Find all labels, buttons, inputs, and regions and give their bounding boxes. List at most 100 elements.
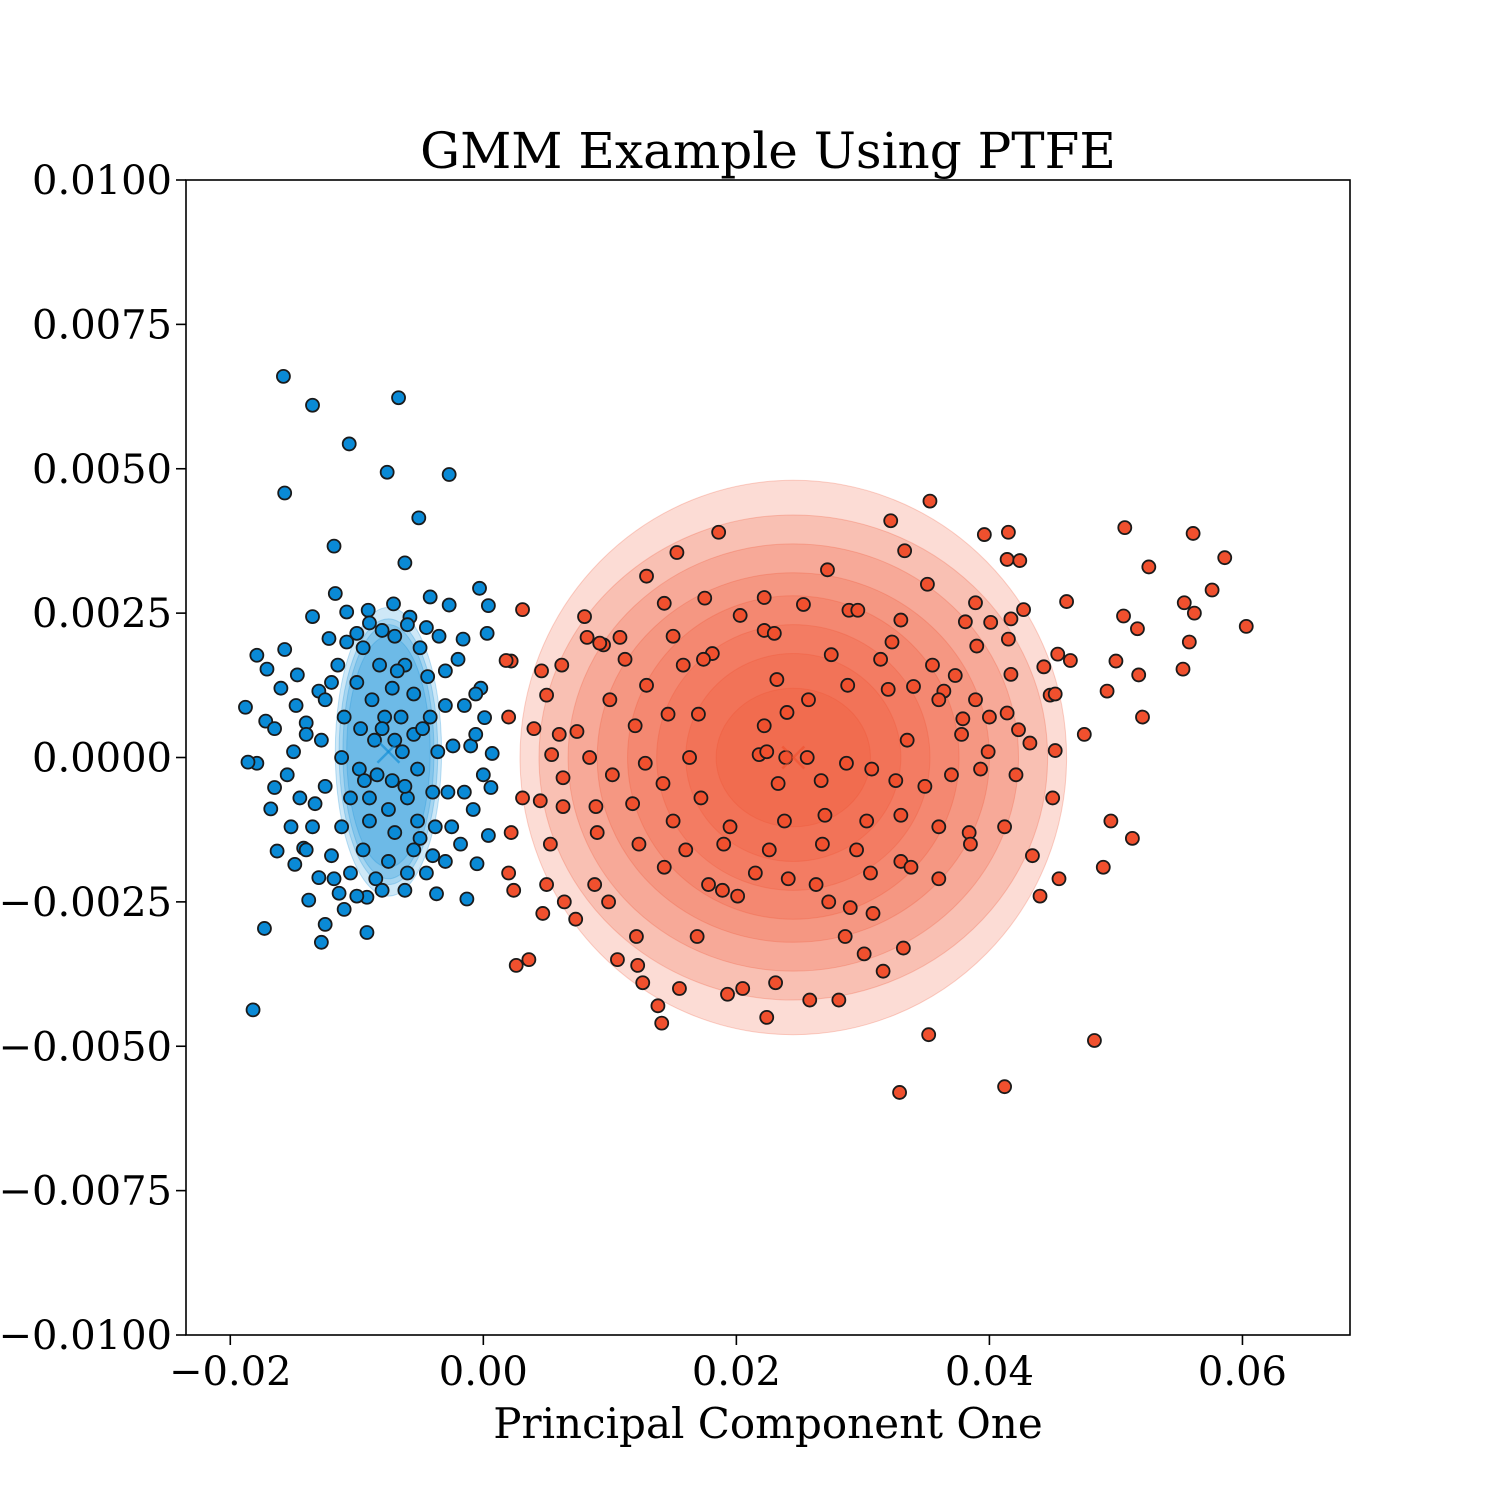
component-1-point <box>665 628 681 644</box>
component-0-point <box>441 597 457 613</box>
component-0-point <box>412 640 428 656</box>
component-1-point <box>997 819 1012 835</box>
component-0-point <box>445 738 461 754</box>
component-1-point <box>1050 646 1066 662</box>
component-1-point <box>610 952 625 968</box>
component-0-point <box>384 680 400 696</box>
component-0-point <box>412 830 428 846</box>
component-1-point <box>604 767 620 783</box>
component-1-point <box>1012 553 1028 568</box>
component-0-point <box>369 767 385 783</box>
component-1-point <box>999 552 1015 567</box>
component-0-point <box>465 802 481 817</box>
component-1-point <box>849 842 864 858</box>
component-1-point <box>617 651 633 667</box>
component-0-point <box>276 368 291 384</box>
component-0-point <box>422 589 438 605</box>
component-1-point <box>1032 888 1048 904</box>
component-0-point <box>397 555 413 571</box>
component-0-point <box>429 886 444 902</box>
component-1-point <box>1062 653 1078 668</box>
component-0-point <box>334 750 350 765</box>
component-1-point <box>976 527 992 542</box>
component-1-point <box>587 877 603 892</box>
component-1-point <box>865 906 881 921</box>
component-1-point <box>503 825 519 840</box>
component-0-point <box>422 709 438 725</box>
component-1-point <box>999 705 1015 721</box>
component-1-point <box>635 975 651 991</box>
component-1-point <box>769 672 785 687</box>
component-1-point <box>903 859 919 875</box>
component-1-point <box>532 793 548 809</box>
component-0-point <box>305 609 320 624</box>
component-0-center-marker <box>376 739 401 764</box>
y-tick-label: −0.0025 <box>0 880 172 926</box>
component-1-point <box>669 545 685 560</box>
component-1-point <box>544 747 560 763</box>
component-0-point <box>393 709 409 725</box>
component-1-point <box>675 657 691 673</box>
component-0-point <box>313 732 329 748</box>
component-1-point <box>917 778 933 794</box>
component-1-point <box>627 718 643 734</box>
component-1-point <box>802 992 818 1008</box>
component-1-point <box>1045 790 1061 806</box>
component-1-point <box>756 718 772 734</box>
component-1-point <box>691 706 706 722</box>
component-1-point <box>1008 767 1024 783</box>
component-1-point <box>1025 848 1040 864</box>
component-1-center-marker <box>781 745 806 770</box>
component-1-point <box>968 595 983 611</box>
component-0-point <box>468 686 484 702</box>
component-0-point <box>330 657 346 673</box>
component-0-point <box>353 721 369 737</box>
component-0-point <box>480 598 496 614</box>
component-1-point <box>682 750 697 765</box>
component-1-point <box>555 799 571 814</box>
component-1-point <box>823 647 839 663</box>
component-0-point <box>397 778 413 794</box>
component-0-point <box>326 538 342 554</box>
component-0-point <box>343 790 358 806</box>
component-1-point <box>947 668 963 683</box>
component-1-point <box>925 657 940 673</box>
component-0-point <box>450 651 466 667</box>
component-1-point <box>650 998 666 1014</box>
x-tick-label: 0.02 <box>692 1349 781 1395</box>
component-0-point <box>397 882 413 898</box>
component-0-point <box>263 801 279 817</box>
component-0-point <box>324 848 339 864</box>
component-1-point <box>637 755 653 771</box>
component-0-point <box>483 780 499 795</box>
component-1-point <box>899 732 915 748</box>
component-1-point <box>589 825 605 840</box>
component-0-point <box>427 819 443 835</box>
component-1-point <box>715 882 730 898</box>
component-1-point <box>808 877 824 892</box>
component-1-point <box>770 776 786 791</box>
component-0-point <box>440 784 456 800</box>
component-1-point <box>873 651 889 667</box>
component-1-point <box>1003 611 1019 627</box>
component-1-point <box>1185 526 1201 541</box>
component-1-point <box>893 612 909 628</box>
component-1-point <box>539 877 554 892</box>
component-1-point <box>839 755 854 771</box>
component-0-point <box>341 436 357 452</box>
component-0-point <box>331 885 347 901</box>
component-1-point <box>1135 709 1150 725</box>
component-1-point <box>801 692 816 708</box>
component-1-point <box>501 865 517 881</box>
component-1-point <box>837 929 853 944</box>
component-1-point <box>906 679 921 694</box>
component-1-point <box>880 681 896 697</box>
component-0-point <box>431 628 447 644</box>
component-0-point <box>374 882 390 898</box>
component-1-point <box>577 609 592 624</box>
component-1-point <box>864 761 880 777</box>
component-1-point <box>1000 524 1016 540</box>
component-0-point <box>379 464 395 480</box>
component-0-point <box>343 865 358 881</box>
component-0-point <box>475 767 491 783</box>
